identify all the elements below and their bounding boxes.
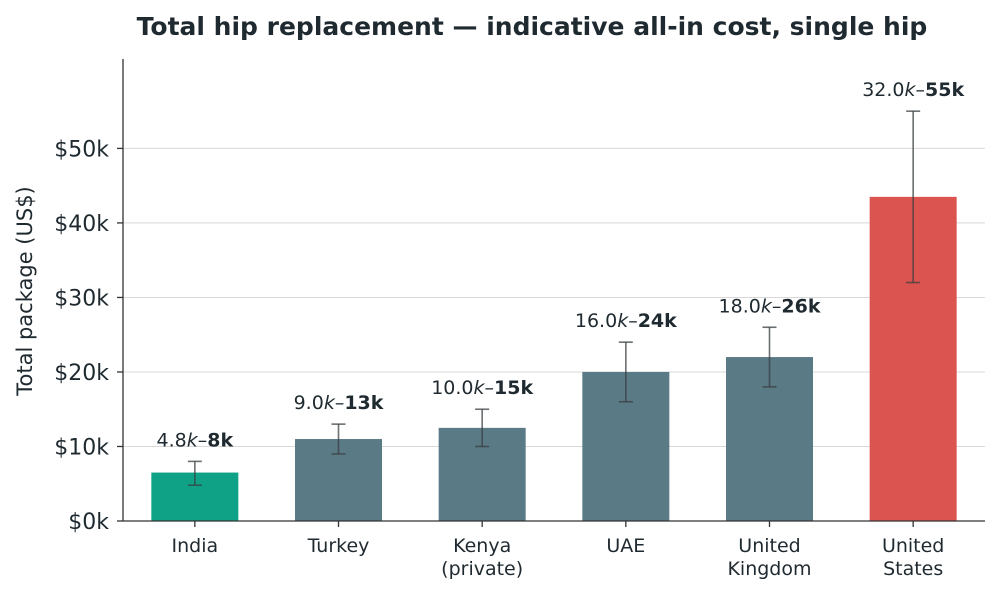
y-tick-label: $50k <box>54 137 109 162</box>
x-tick-label: Kenya (private) <box>441 535 523 580</box>
error-bar <box>762 326 777 388</box>
y-axis-ticks: $0k $10k $20k $30k $40k $50k <box>54 137 123 535</box>
y-tick-label: $0k <box>68 510 109 535</box>
y-tick-label: $30k <box>54 286 109 311</box>
data-label: 10.0k–15k <box>431 377 533 399</box>
y-tick-label: $20k <box>54 361 109 386</box>
x-tick-label: Turkey <box>307 535 370 557</box>
error-bar <box>906 110 921 284</box>
x-tick-label: UAE <box>606 535 645 557</box>
y-axis-label: Total package (US$) <box>13 186 37 397</box>
error-bar <box>187 460 202 487</box>
error-bar <box>475 408 490 448</box>
chart-title: Total hip replacement — indicative all-i… <box>137 12 928 41</box>
error-bar <box>331 423 346 455</box>
y-tick-label: $40k <box>54 212 109 237</box>
x-tick-label: India <box>172 535 219 557</box>
x-axis-ticks: India Turkey Kenya (private) UAE United Kingdo… <box>172 521 944 580</box>
x-tick-label: United States <box>882 535 944 580</box>
gridlines <box>123 147 985 447</box>
y-tick-label: $10k <box>54 435 109 460</box>
data-label: 4.8k–8k <box>157 429 234 451</box>
bars <box>151 196 957 521</box>
x-tick-label: United Kingdom <box>727 535 811 580</box>
data-label: 18.0k–26k <box>719 295 821 317</box>
data-label: 9.0k–13k <box>294 392 384 414</box>
error-bar <box>618 341 633 403</box>
data-label: 32.0k–55k <box>862 79 964 101</box>
error-bars <box>187 110 921 487</box>
data-label: 16.0k–24k <box>575 310 677 332</box>
data-labels: 4.8k–8k 9.0k–13k 10.0k–15k 16.0k–24k 18.0k–2… <box>157 79 965 451</box>
